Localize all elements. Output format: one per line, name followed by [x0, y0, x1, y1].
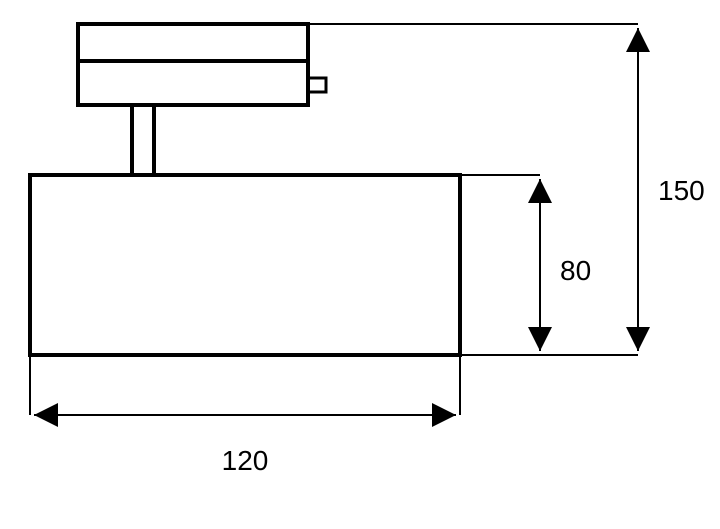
body-height-dim-label: 80 [560, 255, 591, 286]
stem [132, 105, 154, 175]
adapter-lower [78, 61, 308, 105]
light-body [30, 175, 460, 355]
width-dim-label: 120 [222, 445, 269, 476]
knob [308, 78, 326, 92]
adapter-upper [78, 24, 308, 61]
dimension-drawing: 120 80 150 [0, 0, 720, 529]
total-height-dim-label: 150 [658, 175, 705, 206]
